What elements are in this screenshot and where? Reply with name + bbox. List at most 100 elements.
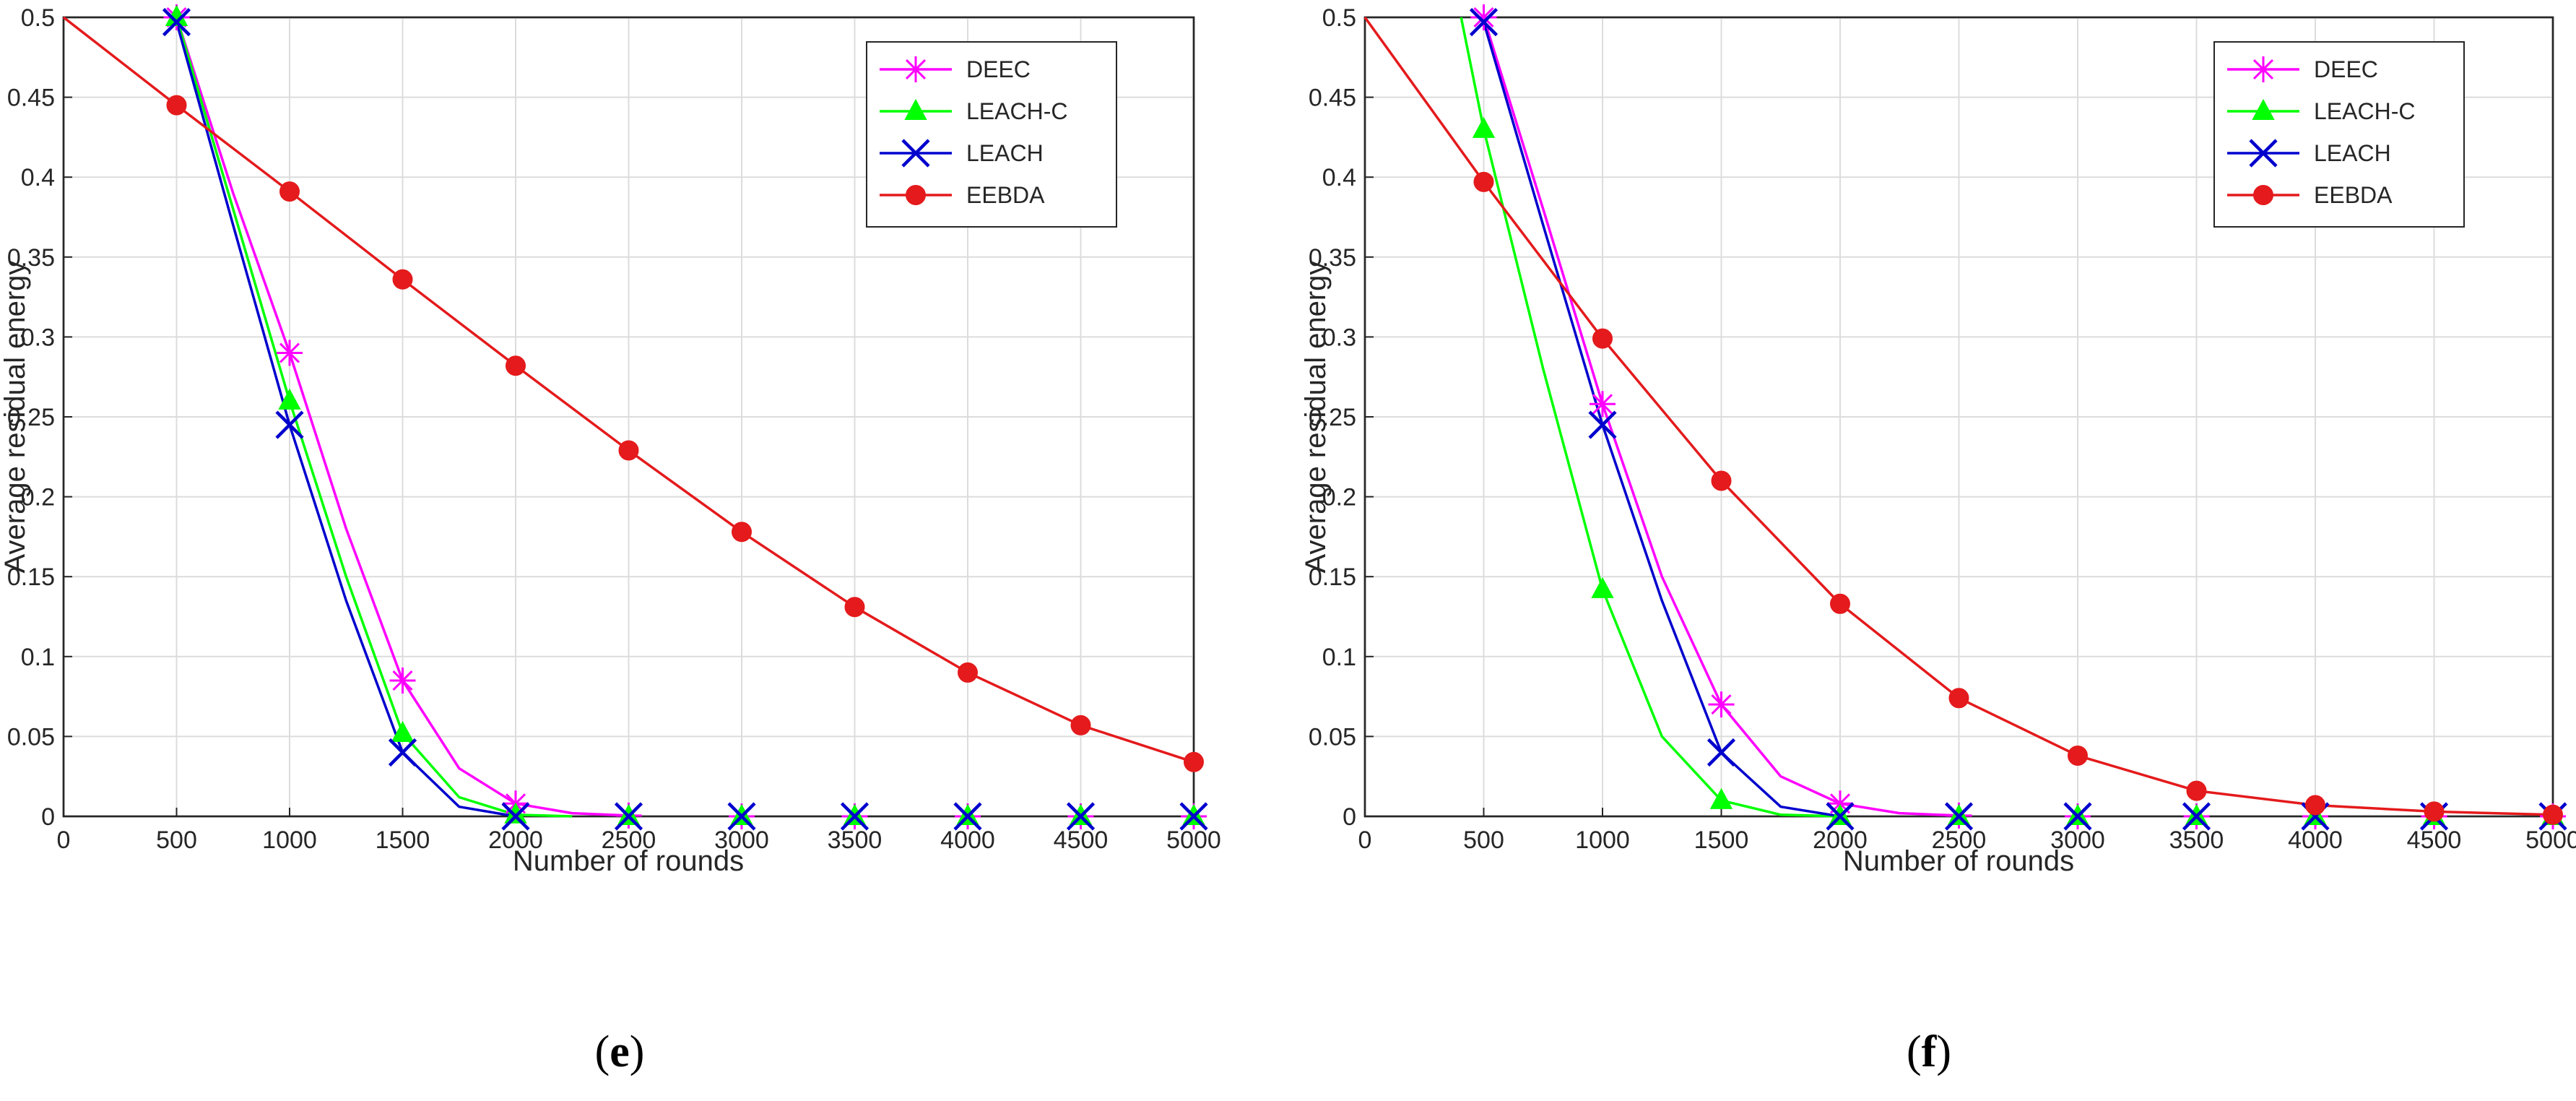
data-point [1469, 8, 1499, 37]
legend-label: LEACH [2314, 140, 2391, 166]
data-point [844, 597, 865, 618]
data-point [901, 139, 930, 168]
x-tick-label: 5000 [2525, 826, 2576, 854]
legend-item-eebda: EEBDA [880, 182, 1045, 208]
y-tick-label: 0.15 [7, 564, 55, 591]
x-tick-label: 2500 [1932, 826, 1987, 854]
data-point [166, 95, 187, 116]
x-tick-label: 0 [1358, 826, 1372, 854]
panel-label: (e) [595, 1027, 645, 1076]
x-tick-label: 1000 [1575, 826, 1630, 854]
data-point [278, 388, 301, 410]
legend: DEEC LEACH-C LEACH EEBDA [2213, 41, 2465, 228]
data-point [958, 662, 978, 683]
panel-paren-open: ( [595, 1027, 610, 1076]
panel-paren-close: ) [1936, 1027, 1951, 1076]
y-tick-label: 0.25 [7, 404, 55, 431]
data-point [1944, 802, 1974, 831]
y-tick-label: 0.3 [21, 324, 55, 351]
data-point [1473, 171, 1494, 192]
chart-panel-f: 0 500 1000 1500 2000 2500 3000 3500 4000 4500 5000… [1300, 4, 2576, 1076]
y-axis-label: Average residual energy [0, 261, 31, 574]
data-point [392, 269, 413, 290]
data-point [1472, 116, 1496, 138]
legend-item-eebda: EEBDA [2227, 182, 2393, 208]
data-point [1590, 391, 1616, 418]
data-point [1707, 738, 1736, 767]
data-point [2543, 804, 2563, 825]
y-tick-label: 0.4 [1322, 164, 1356, 191]
data-point [732, 522, 752, 543]
x-tick-label: 4500 [2407, 826, 2462, 854]
x-tick-labels: 0 500 1000 1500 2000 2500 3000 3500 4000 4500 5000 [57, 826, 1221, 854]
series-markers [162, 4, 1208, 831]
y-tick-label: 0.35 [1309, 244, 1356, 272]
series-markers-leach [162, 8, 1208, 831]
x-tick-label: 2000 [488, 826, 543, 854]
data-point [279, 181, 300, 202]
data-point [1830, 593, 1850, 614]
y-tick-label: 0.5 [21, 4, 55, 32]
x-tick-label: 3500 [2169, 826, 2224, 854]
legend-label: LEACH-C [2314, 98, 2415, 124]
legend-label: EEBDA [2314, 182, 2393, 208]
data-point [727, 802, 756, 831]
y-tick-label: 0.1 [21, 644, 55, 671]
data-point [275, 410, 304, 439]
data-point [1179, 802, 1208, 831]
data-point [1827, 790, 1853, 817]
data-point [1708, 691, 1735, 718]
data-point [840, 802, 869, 831]
x-tick-label: 3000 [714, 826, 769, 854]
panel-paren-close: ) [630, 1027, 645, 1076]
data-point [904, 98, 927, 120]
y-tick-label: 0 [41, 803, 55, 831]
panel-letter: e [610, 1027, 630, 1076]
series-markers-eebda [166, 95, 1204, 772]
x-tick-label: 1000 [262, 826, 317, 854]
legend-item-leach-c: LEACH-C [2227, 98, 2415, 124]
legend-item-leach-c: LEACH-C [880, 98, 1067, 124]
data-point [1591, 577, 1614, 598]
x-tick-label: 1500 [1694, 826, 1749, 854]
data-point [1592, 328, 1613, 349]
series-line-leach [175, 22, 516, 818]
y-tick-label: 0.45 [7, 85, 55, 112]
y-tick-label: 0.2 [1322, 484, 1356, 511]
legend-label: LEACH [966, 140, 1044, 166]
x-tick-label: 1500 [376, 826, 430, 854]
legend-item-deec: DEEC [2227, 56, 2378, 82]
legend-item-deec: DEEC [880, 56, 1031, 82]
y-tick-label: 0.3 [1322, 324, 1356, 351]
data-point [2182, 802, 2211, 831]
series-line-leach [1482, 22, 1841, 818]
y-tick-label: 0.1 [1322, 644, 1356, 671]
x-axis-label: Number of rounds [1843, 845, 2074, 877]
y-tick-label: 0.45 [1309, 85, 1356, 112]
data-point [2305, 795, 2325, 816]
y-tick-label: 0 [1343, 803, 1356, 831]
legend-label: EEBDA [966, 182, 1045, 208]
data-point [506, 355, 526, 376]
legend-item-leach: LEACH [880, 139, 1044, 168]
y-tick-label: 0.5 [1322, 4, 1356, 32]
data-point [1184, 751, 1204, 772]
data-point [1711, 470, 1732, 491]
data-point [2253, 185, 2273, 205]
y-tick-label: 0.4 [21, 164, 55, 191]
y-tick-label: 0.35 [7, 244, 55, 272]
data-point [277, 340, 303, 366]
panel-paren-open: ( [1907, 1027, 1922, 1076]
x-tick-label: 2500 [602, 826, 656, 854]
y-axis-label: Average residual energy [1300, 261, 1332, 574]
data-point [1826, 802, 1855, 831]
y-tick-label: 0.15 [1309, 564, 1356, 591]
legend-label: LEACH-C [966, 98, 1067, 124]
data-point [614, 802, 643, 831]
x-tick-label: 500 [1463, 826, 1504, 854]
data-point [1070, 714, 1091, 735]
data-point [953, 802, 982, 831]
x-tick-label: 4000 [2288, 826, 2343, 854]
data-point [1588, 410, 1617, 439]
legend-item-leach: LEACH [2227, 139, 2391, 168]
